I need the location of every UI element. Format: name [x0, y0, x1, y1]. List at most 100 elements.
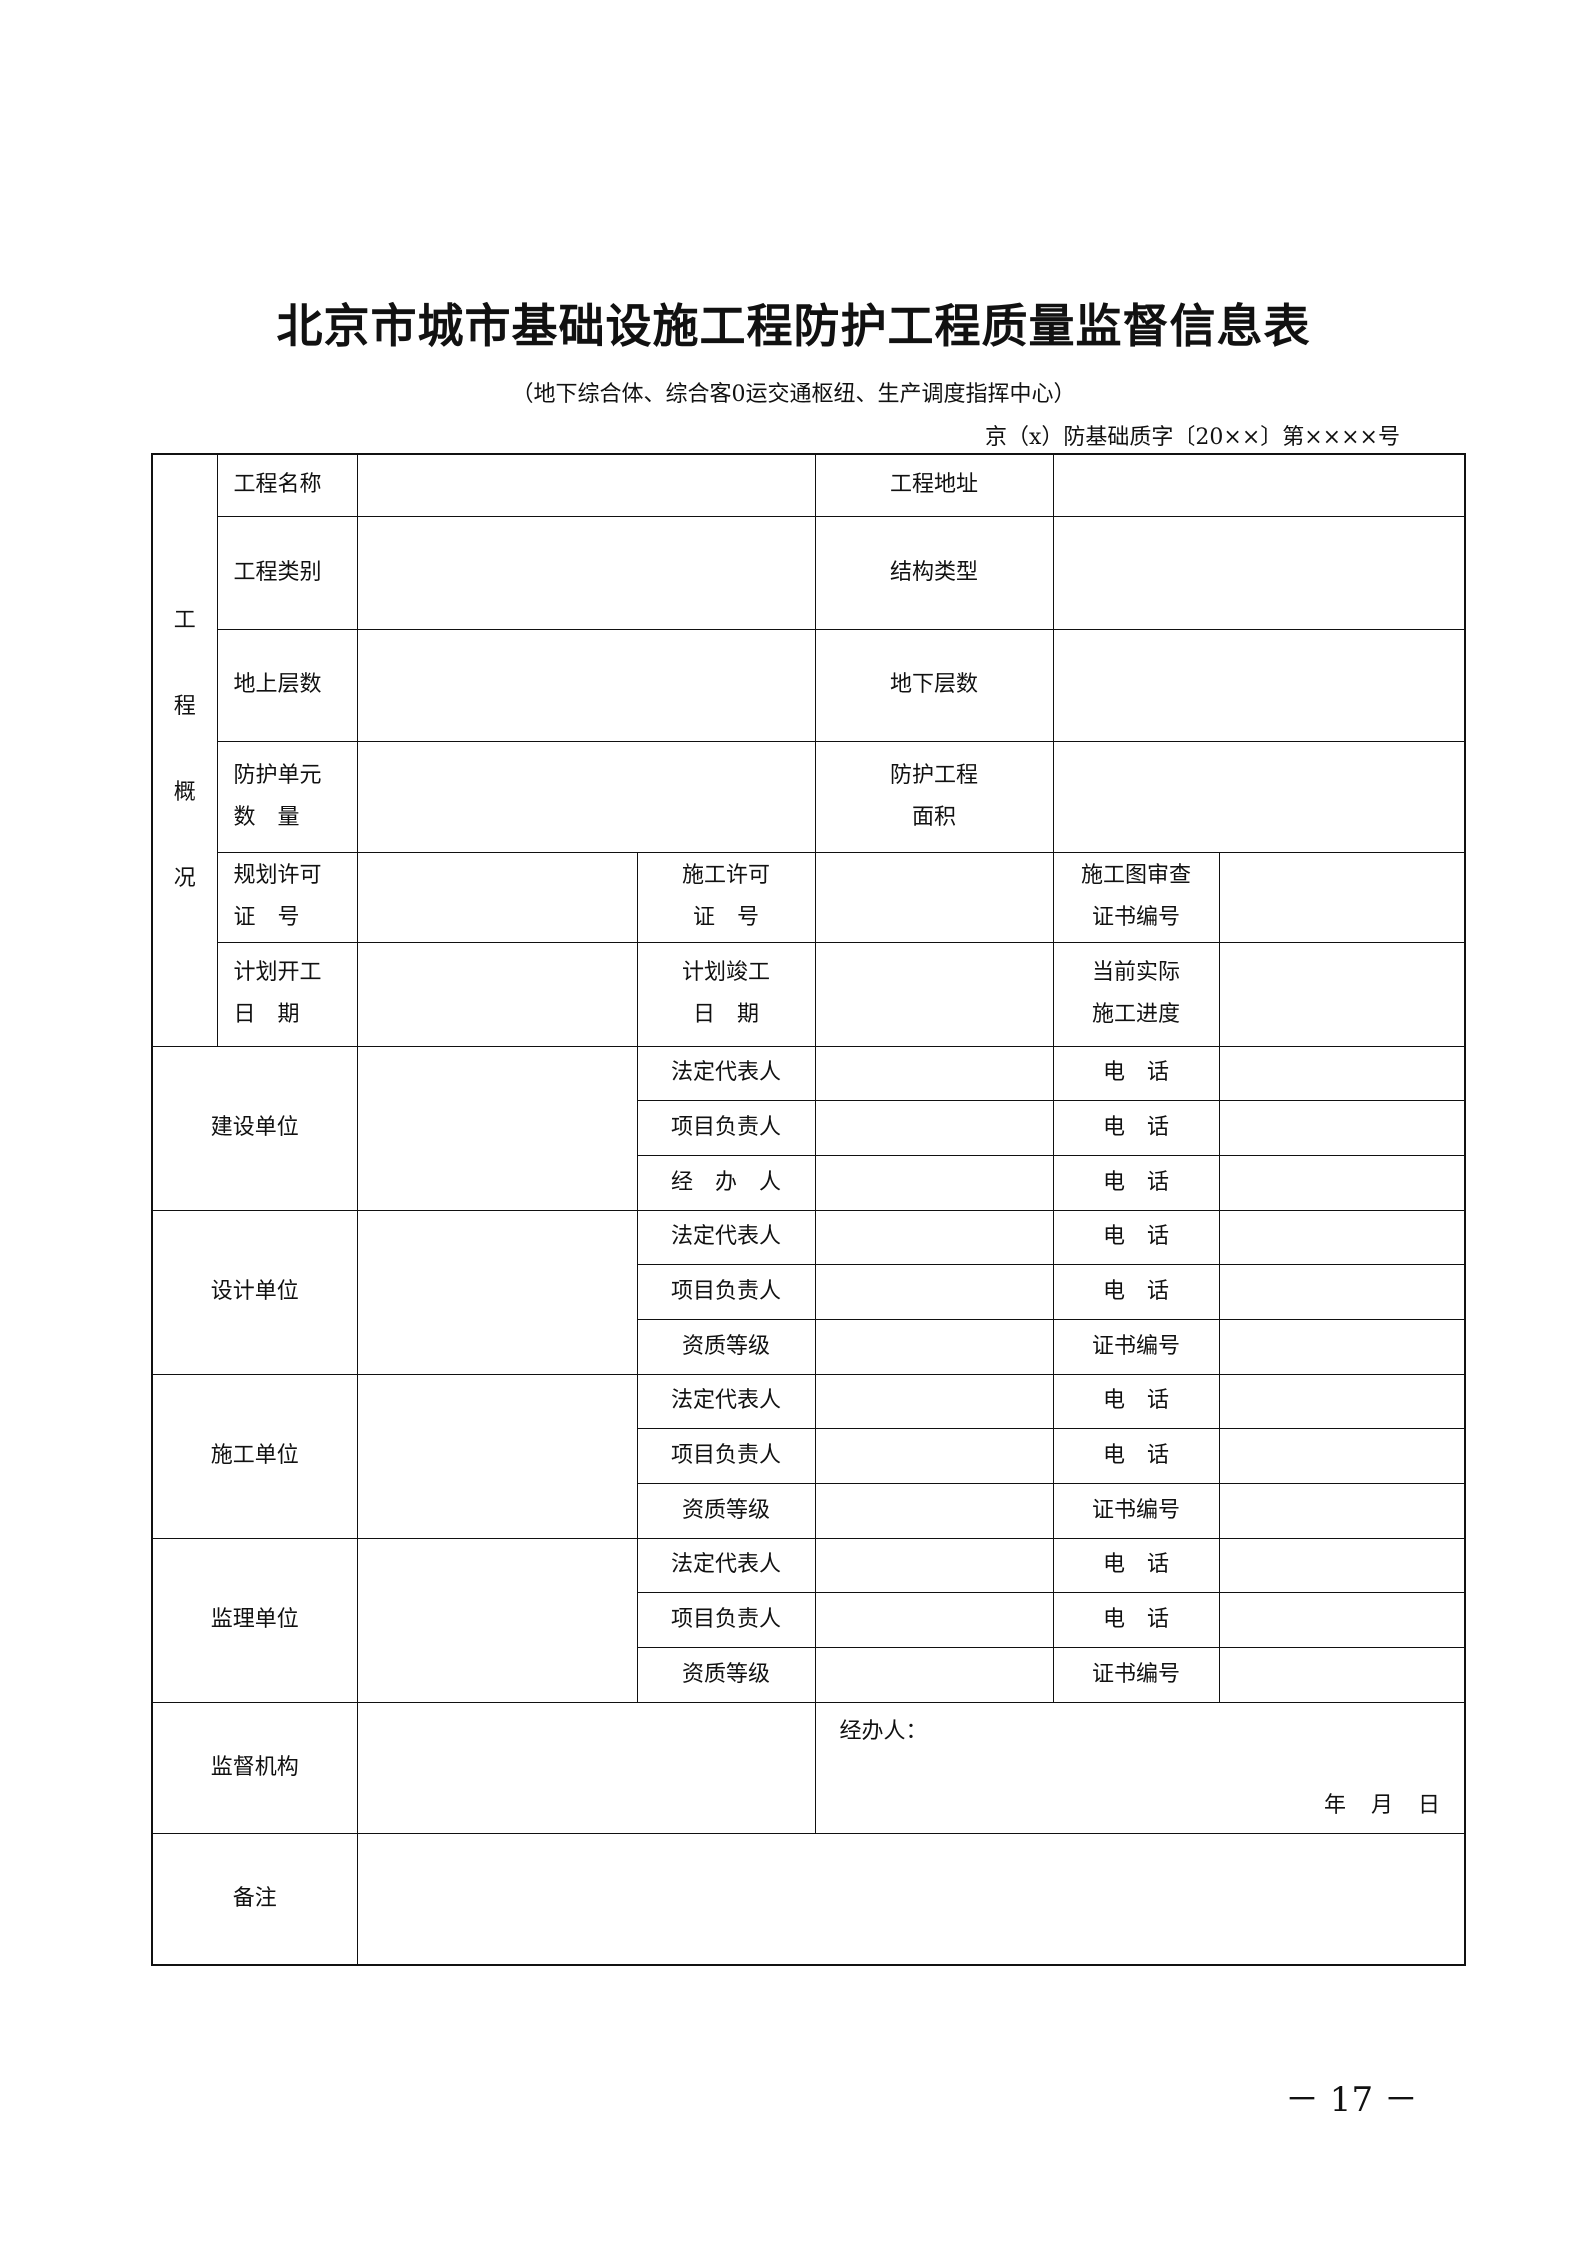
field-unit-contact[interactable] [1218, 1482, 1466, 1539]
field-unit-contact[interactable] [1218, 1209, 1466, 1265]
field-review-cert[interactable] [1218, 851, 1466, 943]
label-planned-end: 计划竣工 日 期 [636, 941, 816, 1047]
info-table: 工 程 概 况 工程名称 工程地址 工程类别 结构类型 地上层数 地下层数 防护… [151, 453, 1466, 1966]
field-protection-units[interactable] [356, 740, 816, 853]
label-unit-contact: 电 话 [1052, 1591, 1220, 1648]
label-unit-role: 经 办 人 [636, 1154, 816, 1211]
label-project-address: 工程地址 [814, 453, 1054, 517]
unit-row: 项目负责人 电 话 [152, 1591, 1466, 1648]
label-unit-role: 项目负责人 [636, 1263, 816, 1320]
label-protection-units: 防护单元 数 量 [216, 740, 358, 853]
field-floors-above[interactable] [356, 628, 816, 742]
unit-row: 资质等级 证书编号 [152, 1318, 1466, 1375]
label-supervision-agency: 监督机构 [151, 1701, 358, 1834]
label-project-name: 工程名称 [216, 453, 358, 517]
field-unit-role[interactable] [814, 1427, 1054, 1484]
field-unit-contact[interactable] [1218, 1427, 1466, 1484]
field-supervision-agency[interactable] [356, 1701, 816, 1834]
field-unit-contact[interactable] [1218, 1154, 1466, 1211]
field-supervision-handler[interactable]: 经办人： 年 月 日 [814, 1701, 1466, 1834]
field-unit-role[interactable] [814, 1537, 1054, 1593]
field-unit-role[interactable] [814, 1154, 1054, 1211]
field-unit-role[interactable] [814, 1373, 1054, 1429]
field-project-address[interactable] [1052, 453, 1466, 517]
label-construction-permit: 施工许可 证 号 [636, 851, 816, 943]
field-unit-role[interactable] [814, 1209, 1054, 1265]
label-current-progress: 当前实际 施工进度 [1052, 941, 1220, 1047]
field-unit-contact[interactable] [1218, 1045, 1466, 1101]
label-review-cert: 施工图审查 证书编号 [1052, 851, 1220, 943]
unit-row: 监理单位 法定代表人电 话 [151, 1537, 1466, 1703]
field-unit-role[interactable] [814, 1263, 1054, 1320]
subtitle: （地下综合体、综合客0运交通枢纽、生产调度指挥中心） [511, 382, 1076, 407]
field-unit-role[interactable] [814, 1099, 1054, 1156]
date-label: 年 月 日 [1324, 1792, 1440, 1818]
label-unit: 施工单位 [151, 1373, 358, 1539]
label-structure-type: 结构类型 [814, 515, 1054, 630]
unit-row: 建设单位 法定代表人电 话 [151, 1045, 1466, 1211]
field-unit-contact[interactable] [1218, 1646, 1466, 1703]
field-unit-name[interactable] [356, 1209, 638, 1375]
label-unit-role: 项目负责人 [636, 1591, 816, 1648]
field-protection-area[interactable] [1052, 740, 1466, 853]
field-unit-name[interactable] [356, 1045, 638, 1211]
label-unit-role: 资质等级 [636, 1318, 816, 1375]
field-current-progress[interactable] [1218, 941, 1466, 1047]
field-project-category[interactable] [356, 515, 816, 630]
field-unit-contact[interactable] [1218, 1263, 1466, 1320]
label-unit-role: 项目负责人 [636, 1099, 816, 1156]
project-overview-label: 工 程 概 况 [151, 453, 218, 1047]
field-unit-role[interactable] [814, 1318, 1054, 1375]
label-unit: 监理单位 [151, 1537, 358, 1703]
unit-row: 资质等级 证书编号 [152, 1482, 1466, 1539]
label-unit-contact: 证书编号 [1052, 1318, 1220, 1375]
label-unit-role: 资质等级 [636, 1646, 816, 1703]
unit-row: 施工单位 法定代表人 电 话 [151, 1373, 1466, 1539]
unit-row: 资质等级 证书编号 [152, 1646, 1466, 1703]
field-remarks[interactable] [356, 1832, 1466, 1966]
label-unit-role: 法定代表人 [636, 1373, 816, 1429]
label-unit-contact: 电 话 [1052, 1099, 1220, 1156]
field-unit-role[interactable] [814, 1482, 1054, 1539]
label-unit-contact: 证书编号 [1052, 1646, 1220, 1703]
label-remarks: 备注 [151, 1832, 358, 1966]
label-unit-role: 法定代表人 [636, 1209, 816, 1265]
label-unit-contact: 电 话 [1052, 1209, 1220, 1265]
page-title: 北京市城市基础设施工程防护工程质量监督信息表 [276, 299, 1311, 353]
field-unit-contact[interactable] [1218, 1537, 1466, 1593]
field-unit-contact[interactable] [1218, 1318, 1466, 1375]
field-planning-permit[interactable] [356, 851, 638, 943]
handler-label: 经办人： [839, 1718, 928, 1744]
field-unit-name[interactable] [356, 1373, 638, 1539]
document-number: 京（x）防基础质字〔20××〕第××××号 [984, 425, 1400, 450]
label-unit-role: 项目负责人 [636, 1427, 816, 1484]
label-unit-role: 资质等级 [636, 1482, 816, 1539]
unit-row: 设计单位 法定代表人电 话 [151, 1209, 1466, 1375]
field-unit-role[interactable] [814, 1646, 1054, 1703]
page-number: － 17 － [1285, 2080, 1418, 2120]
field-unit-name[interactable] [356, 1537, 638, 1703]
field-unit-contact[interactable] [1218, 1099, 1466, 1156]
field-project-name[interactable] [356, 453, 816, 517]
label-planning-permit: 规划许可 证 号 [216, 851, 358, 943]
field-unit-role[interactable] [814, 1591, 1054, 1648]
label-unit-contact: 电 话 [1052, 1373, 1220, 1429]
label-floors-above: 地上层数 [216, 628, 358, 742]
label-unit-role: 法定代表人 [636, 1537, 816, 1593]
label-unit: 建设单位 [151, 1045, 358, 1211]
label-unit-contact: 电 话 [1052, 1263, 1220, 1320]
field-floors-below[interactable] [1052, 628, 1466, 742]
label-unit-contact: 电 话 [1052, 1045, 1220, 1101]
field-unit-contact[interactable] [1218, 1591, 1466, 1648]
label-unit-contact: 电 话 [1052, 1537, 1220, 1593]
field-structure-type[interactable] [1052, 515, 1466, 630]
field-planned-end[interactable] [814, 941, 1054, 1047]
field-unit-role[interactable] [814, 1045, 1054, 1101]
unit-row: 项目负责人 电 话 [152, 1263, 1466, 1320]
label-unit-contact: 证书编号 [1052, 1482, 1220, 1539]
field-construction-permit[interactable] [814, 851, 1054, 943]
label-unit: 设计单位 [151, 1209, 358, 1375]
field-planned-start[interactable] [356, 941, 638, 1047]
field-unit-contact[interactable] [1218, 1373, 1466, 1429]
